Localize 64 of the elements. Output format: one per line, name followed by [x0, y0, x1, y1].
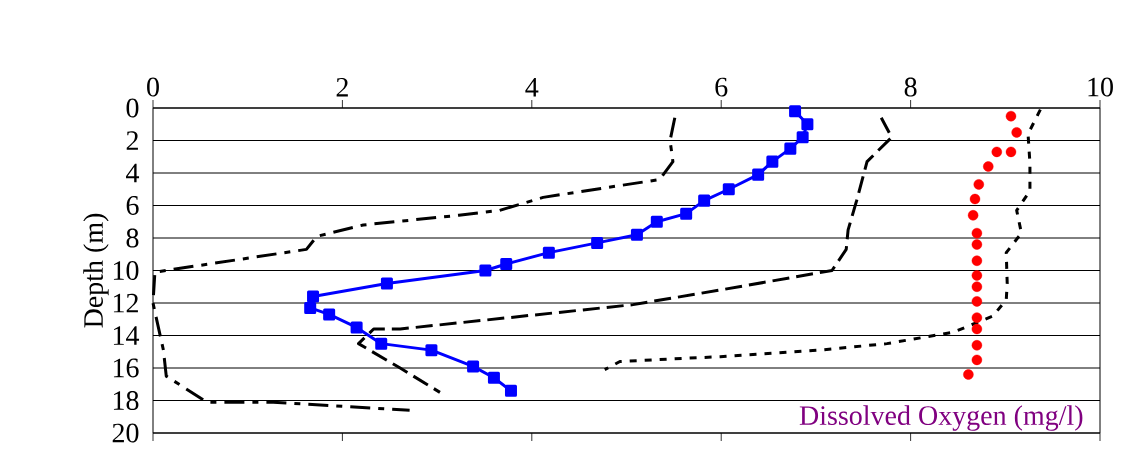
y-tick-label: 14: [113, 326, 140, 345]
x-tick-label: 10: [1088, 77, 1113, 97]
point: [1005, 110, 1017, 122]
point: [801, 118, 814, 131]
x-tick-label: 6: [715, 77, 728, 97]
line-series: [357, 116, 894, 394]
point: [971, 323, 983, 335]
y-tick-label: 16: [113, 358, 139, 378]
annotation: Dissolved Oxygen (mg/l): [799, 405, 1083, 431]
point: [542, 246, 555, 259]
x-tick-label: 2: [336, 77, 348, 97]
point: [307, 290, 320, 303]
point: [323, 308, 336, 321]
x-tick-label: 0: [147, 77, 159, 97]
point: [479, 264, 492, 277]
y-tick-label: 4: [126, 163, 140, 183]
point: [350, 321, 363, 334]
y-tick-label: 20: [112, 423, 139, 443]
point: [971, 227, 983, 239]
point: [467, 360, 480, 373]
y-tick-label: 18: [113, 391, 139, 410]
y-tick-label: 0: [126, 98, 139, 118]
x-tick-label: 8: [904, 77, 917, 97]
point: [991, 146, 1002, 158]
point: [971, 255, 983, 266]
point: [650, 215, 663, 228]
point: [375, 337, 388, 350]
point: [591, 236, 604, 249]
point: [766, 155, 779, 168]
point: [796, 131, 809, 144]
point: [500, 258, 513, 270]
point: [971, 281, 983, 292]
point: [504, 384, 517, 397]
y-tick-label: 6: [126, 196, 139, 215]
x-tick-label: 4: [525, 78, 539, 97]
point: [680, 207, 693, 220]
point: [983, 161, 994, 172]
point: [722, 183, 735, 196]
point: [698, 194, 711, 207]
point: [487, 371, 500, 384]
point: [1011, 127, 1022, 138]
y-axis-title: Depth (m): [83, 213, 109, 328]
y-tick-label: 2: [126, 131, 138, 150]
point: [973, 179, 984, 190]
y-tick-label: 10: [113, 261, 139, 280]
point: [969, 193, 981, 205]
point: [971, 270, 983, 281]
point: [971, 340, 983, 351]
point: [789, 105, 802, 118]
point: [752, 168, 765, 181]
point: [963, 369, 974, 380]
point: [971, 296, 983, 307]
point: [380, 277, 393, 290]
point: [967, 210, 979, 221]
point: [971, 312, 983, 323]
y-tick-label: 8: [126, 228, 139, 248]
point: [425, 344, 438, 357]
point: [1005, 146, 1017, 158]
point: [971, 239, 983, 250]
y-tick-label: 12: [113, 293, 138, 313]
point: [971, 354, 983, 366]
point: [784, 142, 797, 155]
point: [304, 301, 317, 314]
point: [630, 228, 643, 241]
